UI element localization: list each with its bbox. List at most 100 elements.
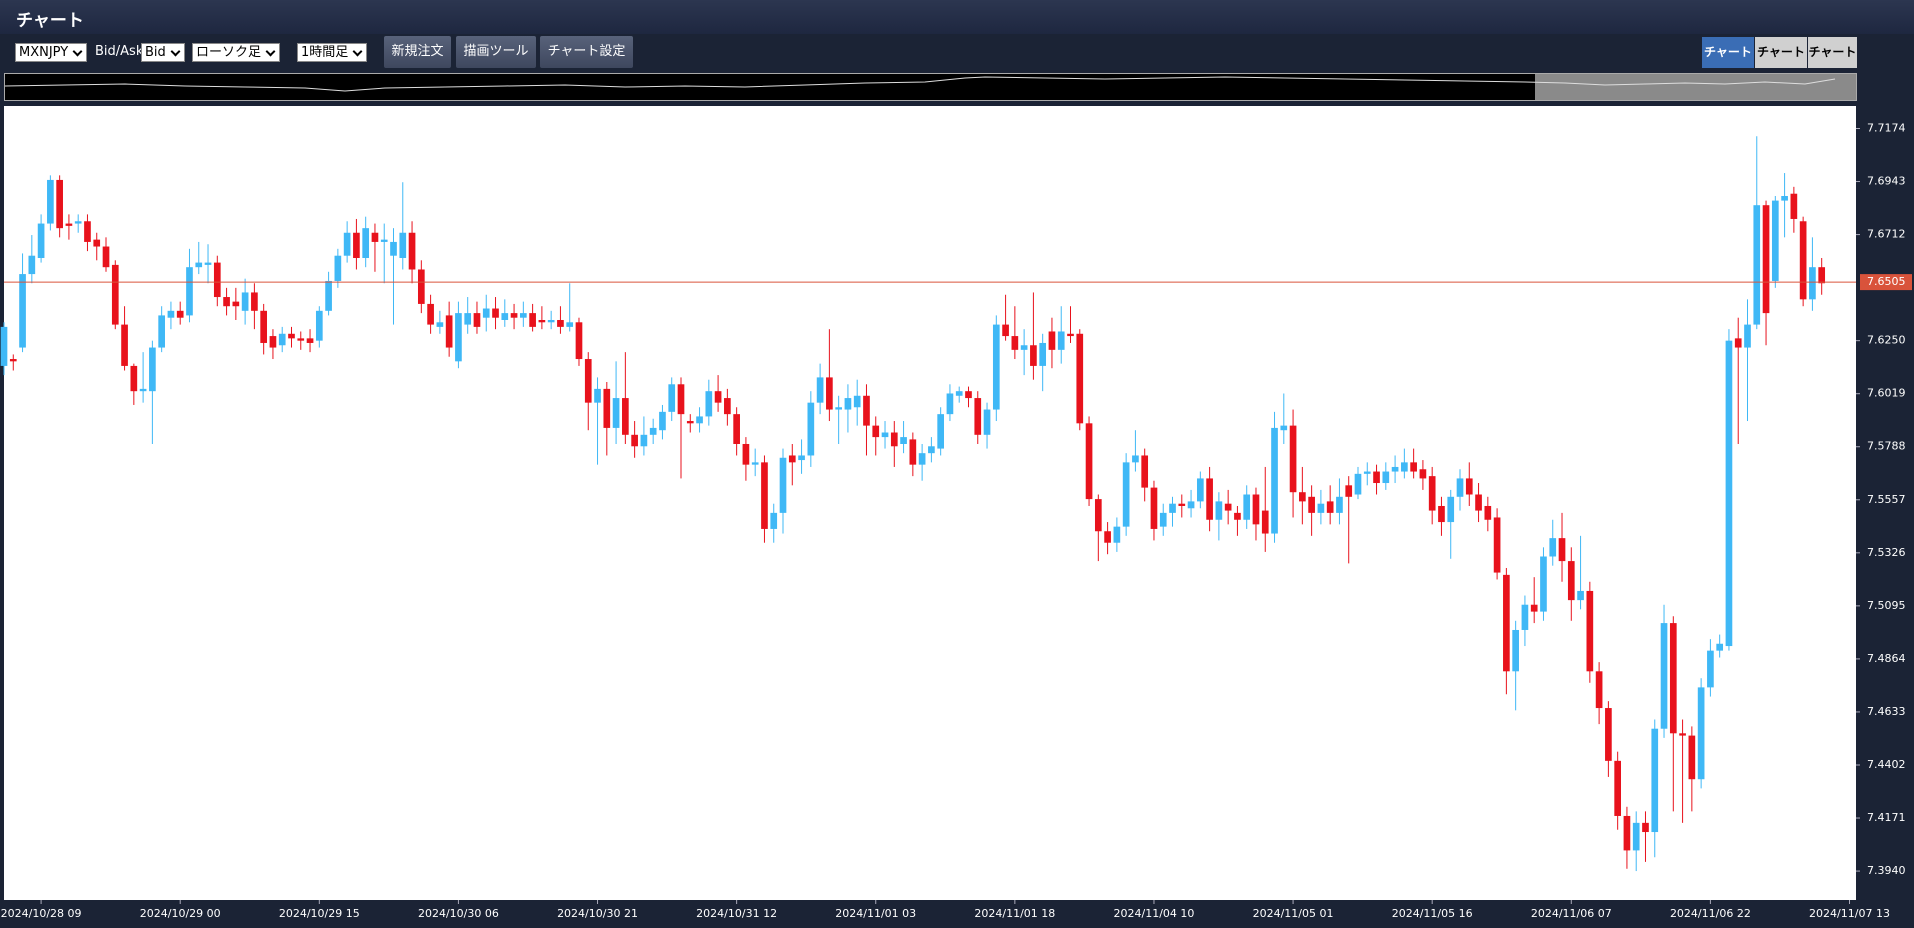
candle-body (510, 313, 518, 318)
candle-body (1261, 510, 1269, 534)
candle-body (918, 453, 926, 465)
candle-body (557, 319, 564, 327)
candle-body (900, 437, 907, 444)
candle-body (612, 398, 620, 428)
candle-body (807, 402, 815, 456)
candle-body (1651, 728, 1659, 833)
candle-body (1215, 501, 1223, 520)
candle-body (1809, 267, 1816, 300)
candle-body (149, 347, 156, 392)
candle-body (1484, 505, 1492, 520)
bid-ask-select[interactable]: Bid (141, 43, 185, 62)
timeframe-select[interactable]: 1時間足 (297, 43, 368, 62)
x-tick-label: 2024/10/28 09 (1, 907, 82, 920)
candle-body (111, 264, 119, 325)
candle-body (1382, 471, 1390, 484)
navigator-window[interactable] (1535, 74, 1856, 100)
candle-body (1289, 425, 1297, 493)
overview-navigator[interactable] (4, 73, 1857, 101)
candle-body (1354, 473, 1362, 495)
candle-body (1493, 517, 1501, 573)
candle-body (1326, 501, 1334, 513)
overview-line (4, 76, 1836, 92)
chart-settings-button[interactable]: チャート設定 (540, 36, 633, 68)
candle-body (1345, 485, 1353, 497)
candle-body (260, 310, 268, 343)
header-title: チャート (16, 11, 84, 31)
x-tick-label: 2024/11/07 13 (1809, 907, 1890, 920)
candle-body (1048, 331, 1056, 350)
symbol-select[interactable]: MXNJPY (15, 43, 88, 62)
candle-body (195, 262, 203, 268)
candle-body (937, 414, 945, 449)
candle-body (213, 262, 221, 298)
candle-body (1558, 538, 1566, 562)
candle-body (371, 232, 379, 242)
chart-kind-select[interactable]: ローソク足 (192, 43, 281, 62)
candle-body (547, 319, 555, 323)
new-order-button[interactable]: 新規注文 (384, 36, 451, 68)
candle-body (1363, 471, 1371, 474)
candle-body (686, 421, 694, 424)
candle-body (1614, 760, 1621, 816)
y-tick-label: 7.4864 (1867, 652, 1906, 665)
candle-body (881, 432, 889, 438)
candle-body (204, 262, 212, 265)
candle-body (714, 391, 722, 403)
candle-body (863, 395, 870, 426)
bid-ask-label: Bid/Ask (95, 44, 144, 59)
candle-body (1503, 574, 1510, 672)
candle-body (640, 434, 648, 447)
drawing-tool-button[interactable]: 描画ツール (456, 36, 536, 68)
candle-body (1540, 556, 1547, 612)
candle-body (408, 232, 416, 270)
candle-body (1169, 503, 1176, 513)
y-tick-label: 7.6250 (1867, 334, 1906, 347)
candle-body (278, 333, 286, 346)
x-tick-label: 2024/11/05 01 (1253, 907, 1334, 920)
x-tick-label: 2024/11/01 18 (974, 907, 1055, 920)
candle-body (1799, 221, 1807, 300)
x-tick-label: 2024/10/30 06 (418, 907, 499, 920)
candle-body (1428, 476, 1436, 511)
toolbar: MXNJPY Bid/Ask Bid ローソク足 1時間足 新規注文 描画ツール… (0, 36, 1914, 90)
x-tick-label: 2024/11/06 22 (1670, 907, 1751, 920)
candle-body (1057, 331, 1065, 350)
candle-body (1688, 735, 1696, 780)
candle-body (417, 269, 425, 304)
candle-body (1697, 687, 1705, 780)
y-tick-label: 7.7174 (1867, 122, 1906, 135)
candle-body (399, 232, 407, 259)
y-tick-label: 7.6712 (1867, 228, 1906, 241)
candle-body (362, 228, 370, 259)
candle-body (1159, 512, 1167, 527)
candle-body (1716, 643, 1724, 651)
candle-body (167, 310, 175, 318)
candle-body (1317, 503, 1325, 513)
candle-body (1512, 629, 1519, 672)
candle-body (343, 232, 351, 256)
candle-body (325, 280, 332, 311)
candle-body (705, 391, 713, 417)
candle-body (1605, 708, 1612, 761)
candle-body (983, 409, 991, 435)
candle-body (566, 322, 574, 327)
tab[interactable]: チャート1 (1702, 37, 1754, 90)
y-tick-label: 7.5326 (1867, 546, 1906, 559)
candle-body (761, 462, 768, 529)
candle-body (724, 398, 731, 415)
candle-body (1002, 324, 1009, 337)
candle-body (1187, 501, 1195, 509)
tab[interactable]: チャート2 (1755, 37, 1807, 90)
candle-body (1744, 324, 1751, 348)
candle-body (1196, 478, 1204, 502)
candle-body (37, 223, 45, 259)
candle-body (1781, 196, 1788, 201)
candle-body (779, 457, 787, 513)
candle-body (955, 391, 963, 396)
candle-body (853, 395, 861, 408)
candle-body (158, 315, 165, 348)
y-tick-label: 7.4402 (1867, 758, 1906, 771)
candle-body (696, 416, 703, 424)
candle-body (844, 398, 852, 410)
